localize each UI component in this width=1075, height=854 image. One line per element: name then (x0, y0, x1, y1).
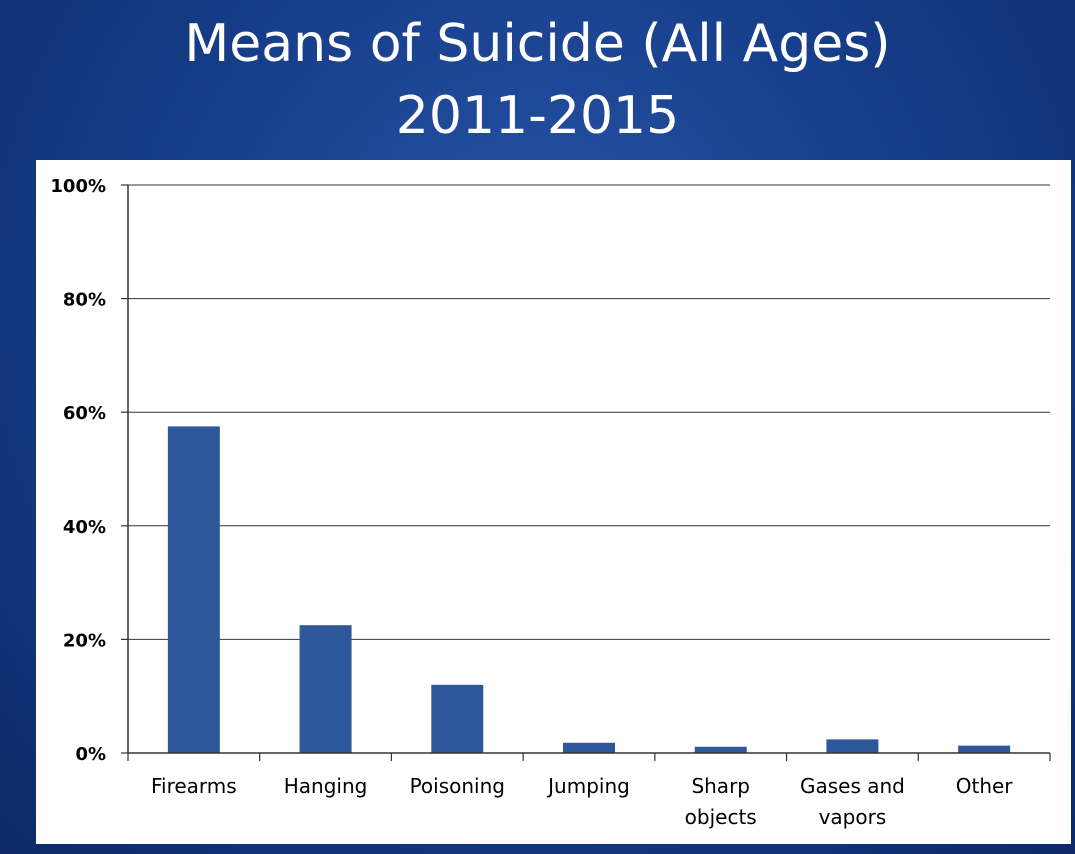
bar-gases-and-vapors (826, 739, 879, 753)
y-tick-label: 60% (63, 403, 106, 424)
bar-hanging (299, 625, 352, 753)
bar-other (958, 745, 1011, 753)
x-category-label: Firearms (151, 774, 237, 798)
bar-poisoning (431, 684, 484, 753)
bar-jumping (563, 742, 615, 753)
slide-title: Means of Suicide (All Ages) 2011-2015 (0, 8, 1075, 152)
x-category-label: Jumping (546, 774, 630, 798)
slide-title-line-1: Means of Suicide (All Ages) (184, 14, 891, 74)
bar-sharp-objects (694, 746, 747, 753)
y-tick-label: 80% (63, 290, 106, 311)
bar-chart: 0% 20% 40% 60% 80% 100% Firearms Hanging Poisoni… (50, 176, 1051, 829)
axes (121, 184, 1051, 761)
x-category-label: Other (956, 774, 1014, 798)
y-tick-label: 40% (63, 517, 106, 538)
slide-title-line-2: 2011-2015 (395, 86, 680, 146)
y-tick-label: 100% (50, 176, 106, 197)
y-tick-label: 0% (75, 744, 106, 765)
x-category-label: Hanging (284, 774, 368, 798)
x-category-label: Poisoning (410, 774, 505, 798)
chart-panel: 0% 20% 40% 60% 80% 100% Firearms Hanging Poisoni… (36, 160, 1071, 844)
x-category-label: Sharp objects (685, 774, 757, 829)
axis-labels: 0% 20% 40% 60% 80% 100% Firearms Hanging Poisoni… (50, 176, 1013, 829)
y-tick-label: 20% (63, 630, 106, 651)
bar-firearms (167, 426, 220, 753)
bars (167, 426, 1011, 753)
x-category-label: Gases and vapors (800, 774, 905, 829)
gridlines (128, 184, 1050, 640)
